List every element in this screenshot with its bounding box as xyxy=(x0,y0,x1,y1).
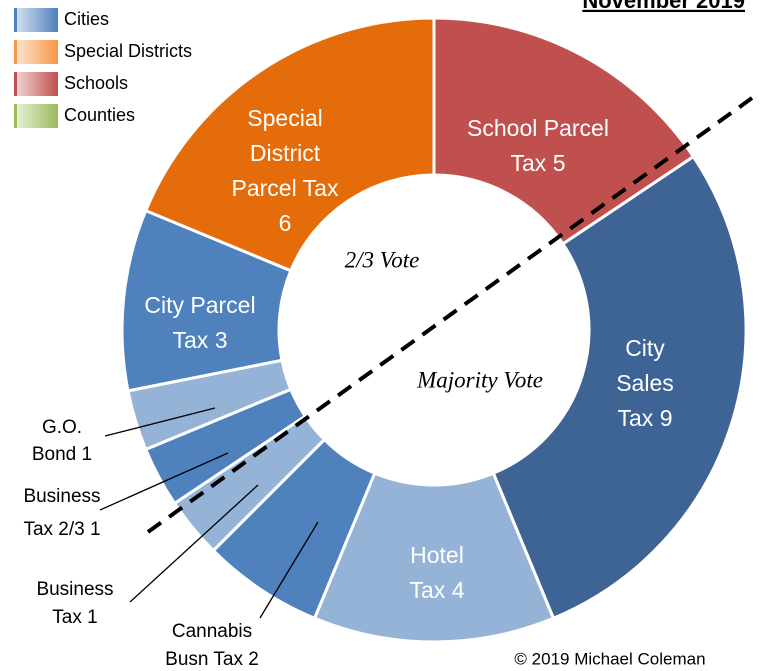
label-text: Tax xyxy=(52,607,82,628)
slice-label: Hotel xyxy=(410,542,464,568)
slice xyxy=(491,154,748,621)
value-label: 1 xyxy=(82,444,93,465)
legend-swatch xyxy=(14,8,58,32)
label-text: Parcel Tax xyxy=(232,175,339,201)
slice xyxy=(143,16,436,273)
legend-label: Schools xyxy=(64,73,128,93)
value-label: 2 xyxy=(248,649,259,670)
label-text: City xyxy=(625,335,665,361)
legend-swatch-edge xyxy=(14,104,17,128)
slices xyxy=(120,16,748,644)
legend-swatch xyxy=(14,72,58,96)
label-text: Tax xyxy=(173,327,209,353)
legend-swatch xyxy=(14,40,58,64)
legend-swatch-edge xyxy=(14,72,17,96)
label-text: G.O. xyxy=(42,417,82,438)
slice-label: Business xyxy=(36,579,113,600)
value-label: 6 xyxy=(279,210,292,236)
label-text: Cannabis xyxy=(172,621,252,642)
slice-label: Business xyxy=(23,486,100,507)
slice xyxy=(312,471,556,644)
annotation: 2/3 Vote xyxy=(345,247,420,272)
label-text: Tax xyxy=(511,150,547,176)
label-text: Hotel xyxy=(410,542,464,568)
slice-label: Tax 4 xyxy=(410,577,465,603)
slice-label: District xyxy=(250,140,321,166)
leader-line xyxy=(99,452,229,511)
divider xyxy=(146,96,754,534)
label-text: Busn Tax xyxy=(165,649,243,670)
annotation: Majority Vote xyxy=(416,367,543,392)
value-label: 3 xyxy=(215,327,228,353)
value-label: 1 xyxy=(87,607,98,628)
label-text: City Parcel xyxy=(144,292,255,318)
slice-label: Tax 1 xyxy=(52,607,97,628)
leader-line xyxy=(259,521,319,619)
leader-line xyxy=(104,407,216,437)
slice-label: G.O. xyxy=(42,417,82,438)
slice-label: Tax 9 xyxy=(618,405,673,431)
label-text: Bond xyxy=(32,444,76,465)
slice-label: Busn Tax 2 xyxy=(165,649,259,670)
value-label: 4 xyxy=(452,577,465,603)
legend-swatch-edge xyxy=(14,8,17,32)
value-label: 9 xyxy=(660,405,673,431)
slice-label: Tax 2/3 1 xyxy=(23,519,100,540)
slice-label: City xyxy=(625,335,665,361)
slice-label: Bond 1 xyxy=(32,444,92,465)
label-text: School Parcel xyxy=(467,115,609,141)
slice-label: Special xyxy=(247,105,322,131)
legend-label: Counties xyxy=(64,105,135,125)
label-text: Business xyxy=(23,486,100,507)
value-label: 5 xyxy=(553,150,566,176)
label-text: District xyxy=(250,140,321,166)
slice-label: Tax 5 xyxy=(511,150,566,176)
label-text: Sales xyxy=(616,370,674,396)
slice-label: Tax 3 xyxy=(173,327,228,353)
leader-line xyxy=(129,484,259,603)
label-text: Tax xyxy=(410,577,446,603)
copyright: © 2019 Michael Coleman xyxy=(514,649,705,668)
label-text: Tax xyxy=(618,405,654,431)
label-text: Special xyxy=(247,105,322,131)
legend-label: Special Districts xyxy=(64,41,192,61)
chart-title: November 2019 xyxy=(582,0,745,13)
slice-label: Parcel Tax xyxy=(232,175,339,201)
legend-swatch xyxy=(14,104,58,128)
legend-swatch-edge xyxy=(14,40,17,64)
slice-label: City Parcel xyxy=(144,292,255,318)
slice-label: Cannabis xyxy=(172,621,252,642)
legend-label: Cities xyxy=(64,9,109,29)
value-label: 1 xyxy=(90,519,101,540)
label-text: Tax 2/3 xyxy=(23,519,84,540)
label-text: Business xyxy=(36,579,113,600)
slice-label: Sales xyxy=(616,370,674,396)
slice-label: School Parcel xyxy=(467,115,609,141)
